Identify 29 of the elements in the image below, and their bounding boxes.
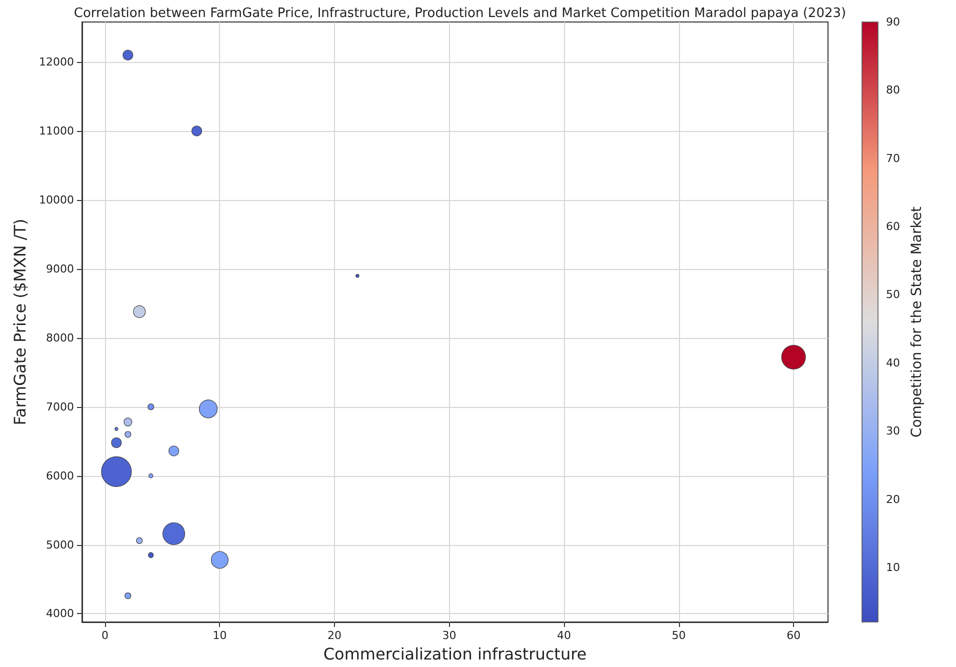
y-tick-label: 9000 xyxy=(46,262,74,276)
color-bar-label: 10 xyxy=(886,560,900,574)
color-bar-label: 20 xyxy=(886,492,900,506)
chart-title: Correlation between FarmGate Price, Infrastructure, Production Levels and Market Competition Maradol papaya (2023) xyxy=(74,6,846,21)
color-bar-title: Competition for the State Market xyxy=(909,206,925,438)
color-bar-label: 30 xyxy=(886,424,900,438)
x-tick-label: 10 xyxy=(212,629,227,642)
y-axis-title: FarmGate Price ($MXN /T) xyxy=(10,218,30,426)
y-tick-label: 4000 xyxy=(46,607,74,620)
color-bar-label: 70 xyxy=(886,152,900,165)
x-tick-label: 0 xyxy=(101,629,108,642)
x-tick-label: 20 xyxy=(327,629,342,642)
color-bar-label: 80 xyxy=(886,84,900,97)
color-bar-label: 50 xyxy=(886,288,900,302)
x-tick-label: 40 xyxy=(557,629,572,642)
color-bar-label: 60 xyxy=(886,220,900,234)
x-tick-label: 30 xyxy=(442,629,456,642)
color-bar-label: 90 xyxy=(886,16,900,28)
y-tick-label: 6000 xyxy=(46,469,74,482)
y-tick-label: 11000 xyxy=(39,124,74,138)
x-tick-label: 60 xyxy=(786,629,801,642)
y-tick-label: 5000 xyxy=(46,538,74,552)
y-tick-label: 8000 xyxy=(46,331,74,344)
y-tick-label: 10000 xyxy=(39,193,74,206)
color-bar-label: 40 xyxy=(886,356,900,370)
y-tick-label: 12000 xyxy=(39,56,74,68)
x-axis-title: Commercialization infrastructure xyxy=(323,644,587,664)
y-tick-label: 7000 xyxy=(46,400,74,414)
x-tick-label: 50 xyxy=(672,629,686,642)
